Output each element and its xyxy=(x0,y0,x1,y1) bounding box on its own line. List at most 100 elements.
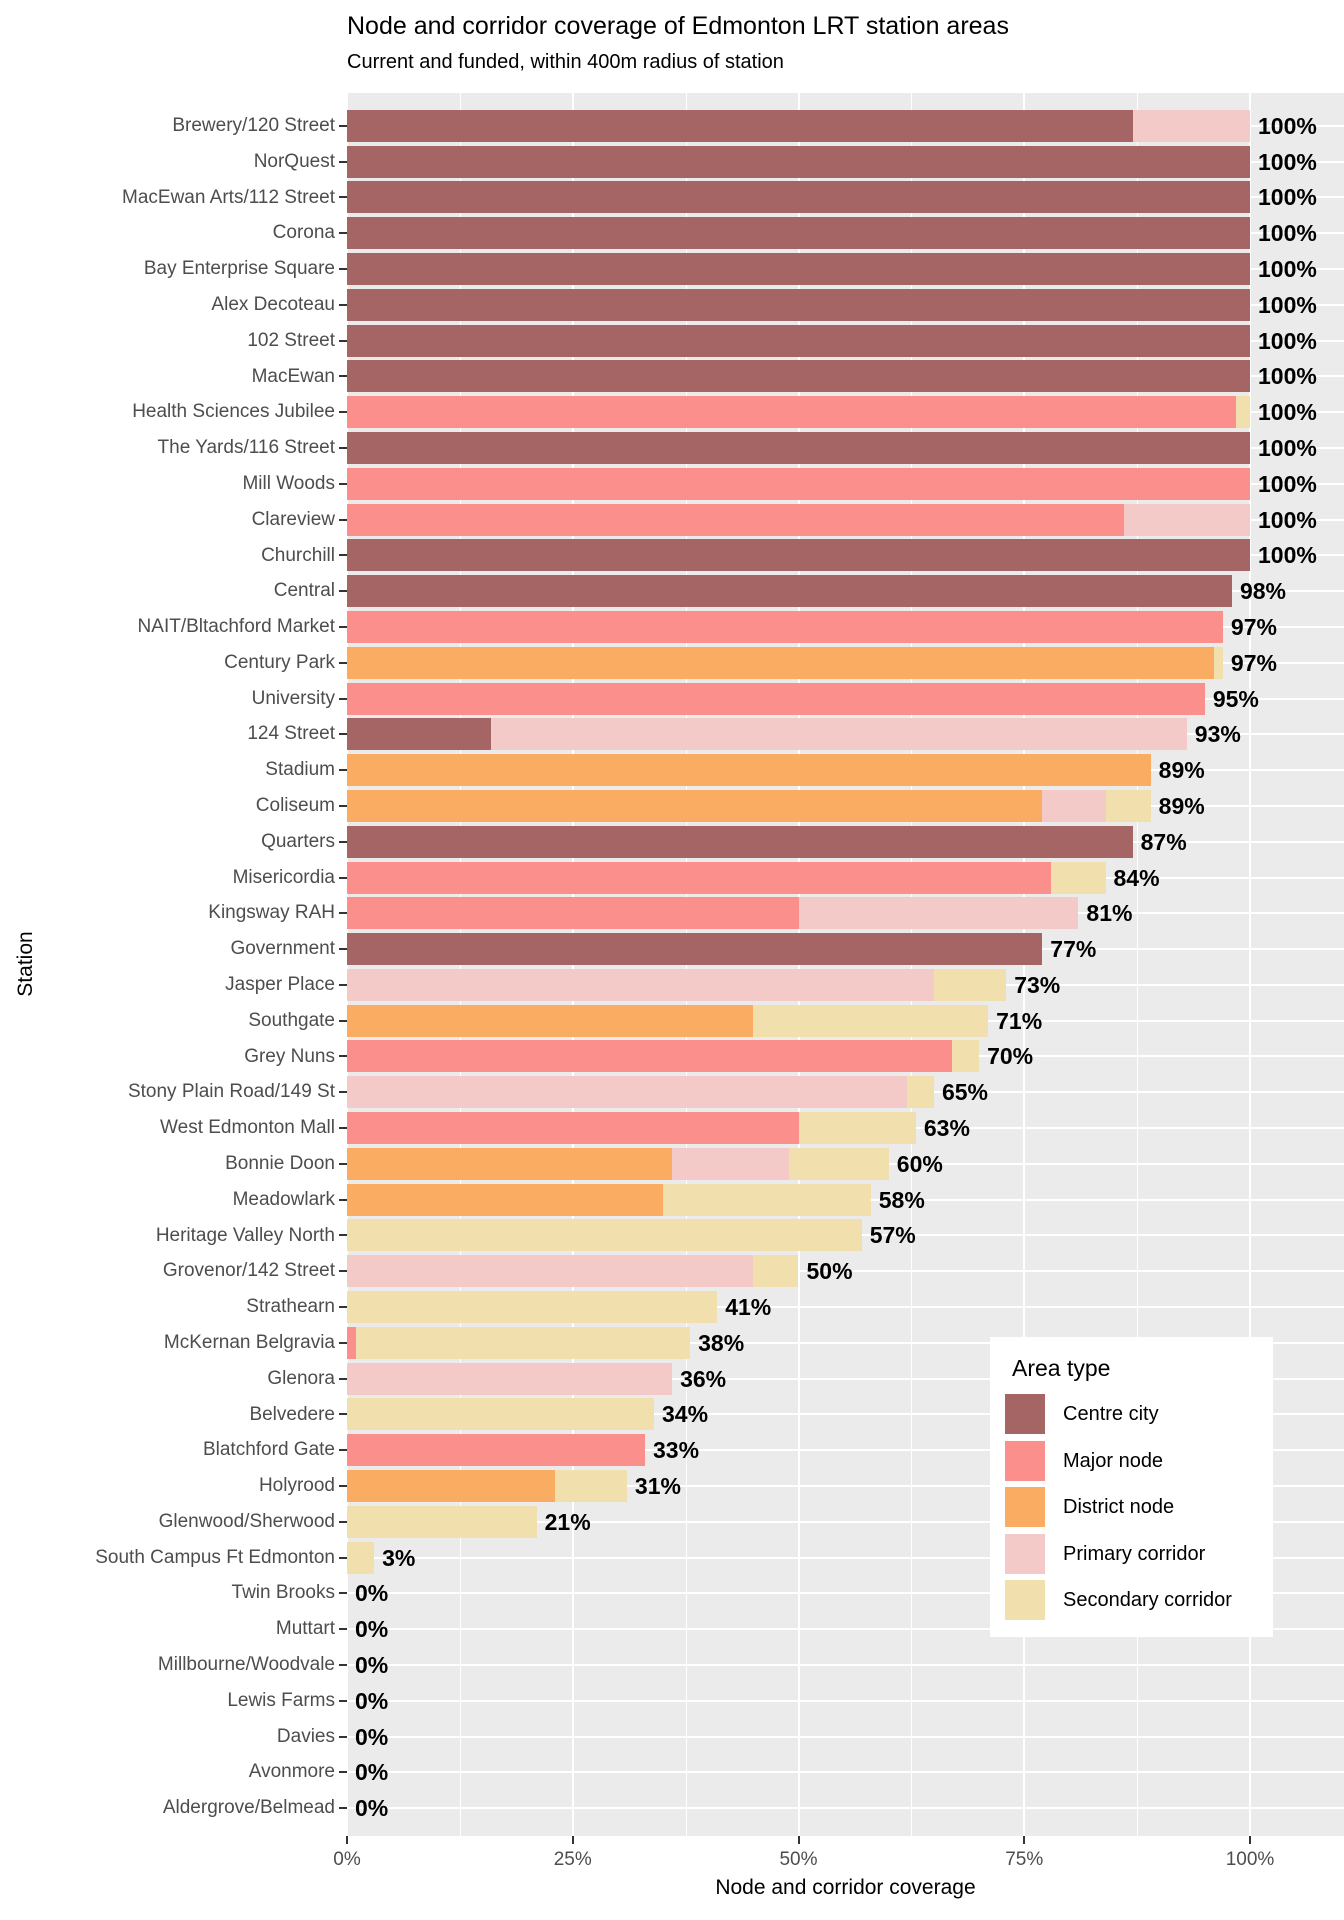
bar-row: 65% xyxy=(347,1074,1344,1110)
station-label: The Yards/116 Street xyxy=(157,437,335,459)
bar-row: 100% xyxy=(347,359,1344,395)
bar-value-label: 81% xyxy=(1086,900,1133,927)
bar-value-label: 31% xyxy=(634,1472,681,1499)
bar-value-label: 97% xyxy=(1230,649,1277,676)
bar-row: 41% xyxy=(347,1289,1344,1325)
chart-title: Node and corridor coverage of Edmonton L… xyxy=(347,12,1009,40)
bar-value-label: 95% xyxy=(1212,685,1259,712)
station-label: Health Sciences Jubilee xyxy=(132,401,335,423)
x-axis-title: Node and corridor coverage xyxy=(715,1876,976,1899)
bar-segment-centre_city xyxy=(347,181,1250,214)
station-label: Grovenor/142 Street xyxy=(162,1260,335,1282)
stacked-bar xyxy=(347,324,1250,357)
station-label: MacEwan xyxy=(251,365,335,387)
bar-value-label: 89% xyxy=(1158,757,1205,784)
x-tick-mark xyxy=(571,1836,574,1844)
gridline-row xyxy=(347,1449,1344,1452)
station-label: Southgate xyxy=(248,1009,335,1031)
bar-value-label: 73% xyxy=(1014,971,1061,998)
bar-segment-major_node xyxy=(347,1326,357,1359)
bar-segment-secondary_corridor xyxy=(1051,861,1106,894)
bar-segment-secondary_corridor xyxy=(347,1505,537,1538)
bar-value-label: 100% xyxy=(1258,220,1317,247)
stacked-bar xyxy=(347,1004,989,1037)
bar-segment-major_node xyxy=(347,467,1250,500)
station-label: Glenora xyxy=(267,1367,335,1389)
station-label: Quarters xyxy=(261,830,335,852)
bar-row: 95% xyxy=(347,681,1344,717)
bar-value-label: 89% xyxy=(1158,792,1205,819)
bar-row: 0% xyxy=(347,1647,1344,1683)
bar-row: 100% xyxy=(347,430,1344,466)
station-label: Twin Brooks xyxy=(231,1582,335,1604)
bar-segment-centre_city xyxy=(347,825,1133,858)
y-tick-mark xyxy=(339,661,347,664)
gridline-row xyxy=(347,1341,1344,1344)
bar-row: 89% xyxy=(347,752,1344,788)
legend-entry-centre_city: Centre city xyxy=(1005,1394,1255,1434)
stacked-bar xyxy=(347,467,1250,500)
x-tick-label: 50% xyxy=(779,1849,818,1870)
stacked-bar xyxy=(347,682,1205,715)
bar-value-label: 50% xyxy=(806,1258,853,1285)
legend-label: District node xyxy=(1063,1496,1175,1518)
y-tick-mark xyxy=(339,912,347,915)
bar-row: 100% xyxy=(347,215,1344,251)
bar-value-label: 84% xyxy=(1113,864,1160,891)
stacked-bar xyxy=(347,503,1250,536)
station-label: Bay Enterprise Square xyxy=(143,258,335,280)
station-label: Muttart xyxy=(275,1618,335,1640)
bar-row: 100% xyxy=(347,144,1344,180)
bar-segment-secondary_corridor xyxy=(952,1040,980,1073)
legend-label: Centre city xyxy=(1063,1403,1159,1425)
station-label: Blatchford Gate xyxy=(202,1439,335,1461)
station-label: South Campus Ft Edmonton xyxy=(95,1546,335,1568)
station-label: McKernan Belgravia xyxy=(163,1331,335,1353)
bar-row: 73% xyxy=(347,967,1344,1003)
legend-entry-major_node: Major node xyxy=(1005,1440,1255,1481)
bar-segment-district_node xyxy=(347,646,1214,679)
bar-value-label: 38% xyxy=(698,1329,745,1356)
bar-row: 38% xyxy=(347,1325,1344,1361)
station-label: Millbourne/Woodvale xyxy=(157,1654,335,1676)
bar-segment-district_node xyxy=(347,1183,664,1216)
bar-segment-primary_corridor xyxy=(1132,109,1250,142)
bar-value-label: 100% xyxy=(1258,291,1317,318)
bar-row: 34% xyxy=(347,1397,1344,1433)
bar-segment-secondary_corridor xyxy=(663,1183,871,1216)
legend-label: Secondary corridor xyxy=(1063,1589,1232,1611)
gridline-row xyxy=(347,1377,1344,1380)
gridline-row xyxy=(347,1520,1344,1523)
y-tick-mark xyxy=(339,1592,347,1595)
bar-value-label: 77% xyxy=(1050,936,1097,963)
y-tick-mark xyxy=(339,268,347,271)
y-tick-mark xyxy=(339,590,347,593)
station-label: Central xyxy=(273,580,335,602)
bar-row: 98% xyxy=(347,573,1344,609)
station-label: NAIT/Bltachford Market xyxy=(137,616,335,638)
x-tick-mark xyxy=(1023,1836,1026,1844)
legend: Area type Centre city Major node District … xyxy=(990,1337,1273,1637)
x-tick-mark xyxy=(1249,1836,1251,1844)
bar-value-label: 71% xyxy=(996,1007,1043,1034)
bar-value-label: 100% xyxy=(1258,327,1317,354)
stacked-bar xyxy=(347,396,1250,429)
y-tick-mark xyxy=(339,1520,347,1523)
stacked-bar xyxy=(347,181,1250,214)
bar-segment-primary_corridor xyxy=(347,1255,754,1288)
bar-value-label: 87% xyxy=(1140,828,1187,855)
stacked-bar xyxy=(347,1255,799,1288)
bar-segment-major_node xyxy=(347,861,1052,894)
bar-row: 77% xyxy=(347,931,1344,967)
y-tick-mark xyxy=(339,1019,347,1022)
bar-row: 50% xyxy=(347,1253,1344,1289)
bar-value-label: 0% xyxy=(355,1651,389,1678)
bar-value-label: 36% xyxy=(680,1365,727,1392)
bar-segment-secondary_corridor xyxy=(906,1076,934,1109)
stacked-bar xyxy=(347,610,1223,643)
legend-swatch-district_node xyxy=(1005,1487,1045,1527)
bar-value-label: 65% xyxy=(941,1079,988,1106)
y-tick-mark xyxy=(339,1055,347,1058)
stacked-bar xyxy=(347,1398,655,1431)
y-tick-mark xyxy=(339,1127,347,1130)
